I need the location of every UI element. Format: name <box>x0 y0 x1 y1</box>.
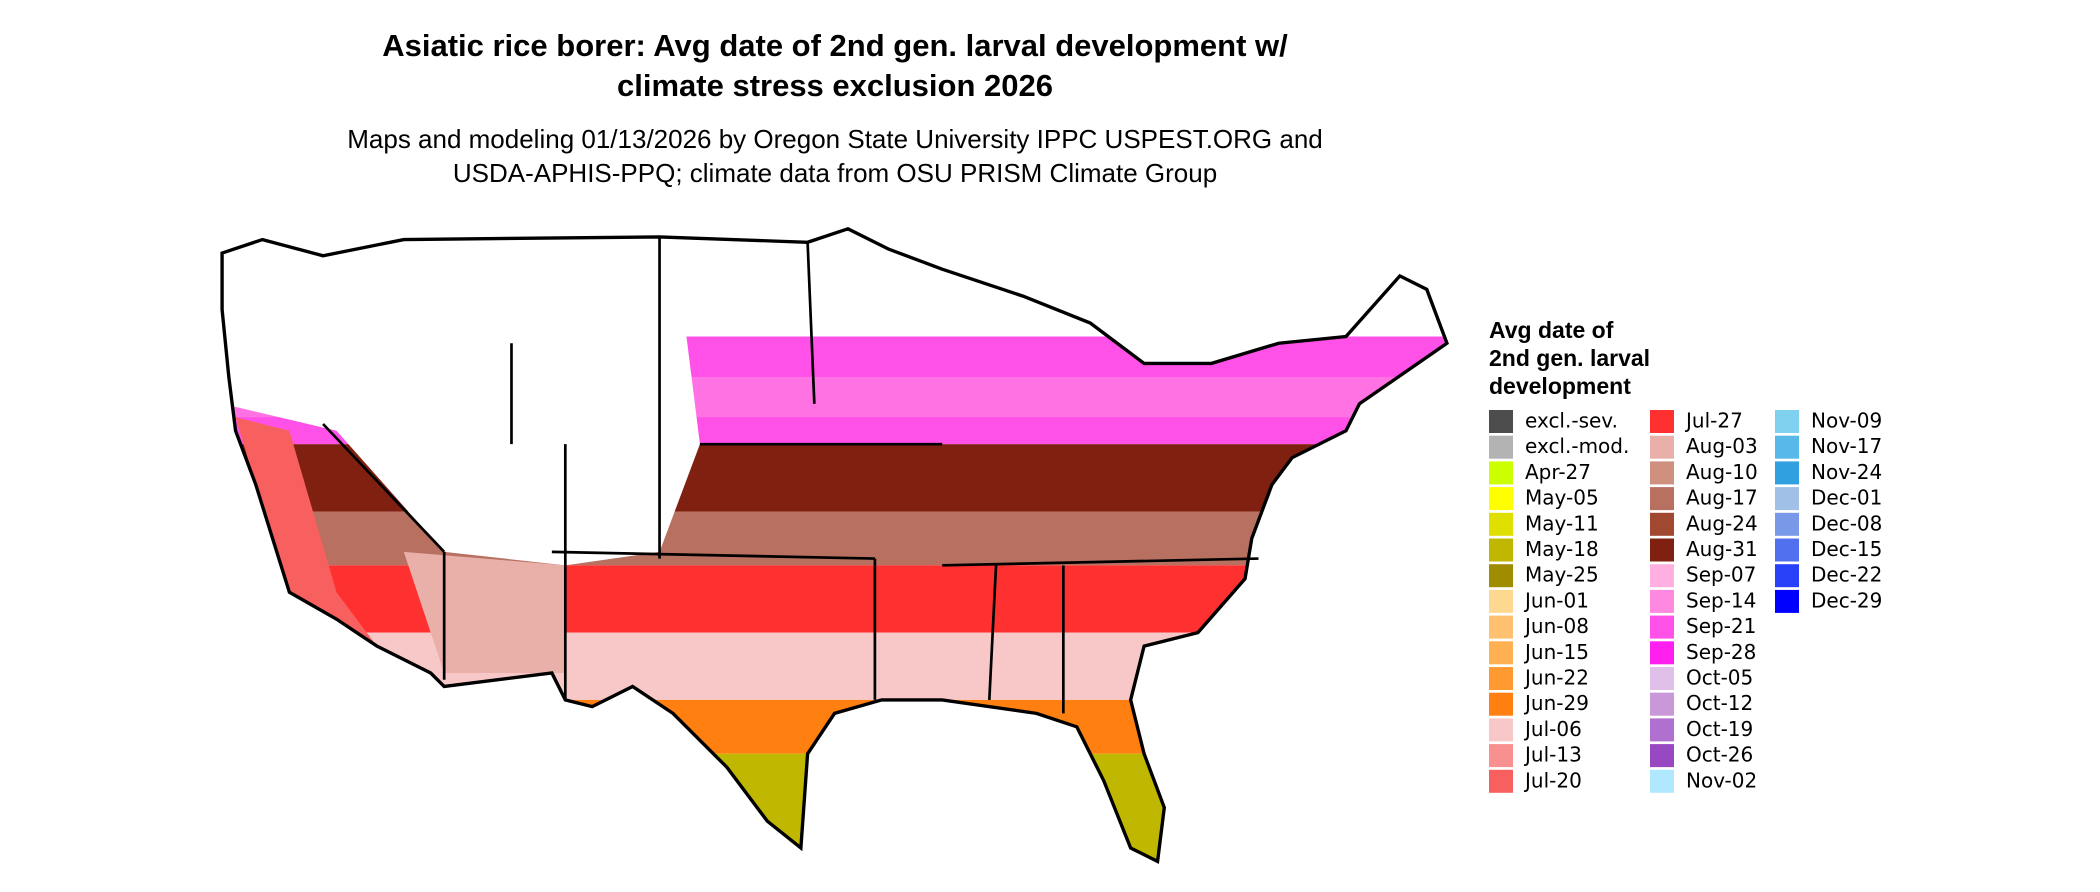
title: Asiatic rice borer: Avg date of 2nd gen.… <box>382 28 1288 63</box>
legend-label: Aug-24 <box>1686 511 1758 535</box>
legend-swatch <box>1489 564 1513 588</box>
legend-label: Sep-14 <box>1686 588 1756 612</box>
legend-label: May-25 <box>1525 563 1599 587</box>
legend-swatch <box>1650 744 1674 768</box>
legend-swatch <box>1650 564 1674 588</box>
legend-swatch <box>1650 718 1674 742</box>
legend-swatch <box>1775 410 1799 433</box>
legend-swatch <box>1489 744 1513 768</box>
legend-swatch <box>1489 718 1513 742</box>
legend-title: Avg date of <box>1489 317 1614 343</box>
legend-swatch <box>1650 461 1674 485</box>
legend-label: Dec-22 <box>1811 563 1882 587</box>
legend-label: excl.-mod. <box>1525 434 1629 458</box>
legend-swatch <box>1650 435 1674 459</box>
legend-label: Oct-12 <box>1686 691 1753 715</box>
us-map <box>220 227 1449 865</box>
legend-label: Jun-15 <box>1523 640 1589 664</box>
legend-label: Nov-17 <box>1811 434 1882 458</box>
legend-label: Oct-19 <box>1686 717 1753 741</box>
legend-swatch <box>1489 769 1513 793</box>
legend-label: Aug-03 <box>1686 434 1758 458</box>
legend-swatch <box>1650 641 1674 665</box>
legend-label: Aug-31 <box>1686 537 1758 561</box>
legend-label: Oct-05 <box>1686 666 1753 690</box>
legend-swatch <box>1775 435 1799 459</box>
legend-swatch <box>1489 487 1513 511</box>
header: Asiatic rice borer: Avg date of 2nd gen.… <box>347 28 1323 188</box>
legend-label: Nov-09 <box>1811 409 1882 433</box>
legend-swatch <box>1775 461 1799 485</box>
legend-swatch <box>1650 538 1674 562</box>
legend-label: May-18 <box>1525 537 1599 561</box>
legend-label: Dec-01 <box>1811 486 1882 510</box>
legend-swatch <box>1489 589 1513 613</box>
legend-label: Apr-27 <box>1525 460 1591 484</box>
legend-swatch <box>1775 538 1799 562</box>
legend-label: Jul-27 <box>1684 409 1743 433</box>
legend-swatch <box>1489 538 1513 562</box>
legend-swatch <box>1489 435 1513 459</box>
legend-title: development <box>1489 373 1631 399</box>
legend-swatch <box>1489 692 1513 716</box>
legend-swatch <box>1650 769 1674 793</box>
legend-label: Aug-10 <box>1686 460 1758 484</box>
subtitle: USDA-APHIS-PPQ; climate data from OSU PR… <box>453 158 1217 188</box>
legend-swatch <box>1650 512 1674 536</box>
legend-label: Dec-29 <box>1811 588 1882 612</box>
legend-label: Jun-22 <box>1523 666 1589 690</box>
legend-swatch <box>1650 589 1674 613</box>
legend-swatch <box>1775 487 1799 511</box>
legend-swatch <box>1650 410 1674 433</box>
title: climate stress exclusion 2026 <box>617 68 1053 103</box>
legend-label: Jul-13 <box>1523 743 1582 767</box>
legend-label: Aug-17 <box>1686 486 1758 510</box>
legend-swatch <box>1775 589 1799 613</box>
legend-label: Sep-28 <box>1686 640 1756 664</box>
legend-swatch <box>1650 487 1674 511</box>
legend-label: excl.-sev. <box>1525 409 1618 433</box>
legend-label: Jun-29 <box>1523 691 1589 715</box>
legend-swatch <box>1489 512 1513 536</box>
legend-label: May-11 <box>1525 511 1599 535</box>
legend-swatch <box>1650 667 1674 690</box>
legend-label: Sep-21 <box>1686 614 1756 638</box>
legend-swatch <box>1489 410 1513 433</box>
legend-swatch <box>1650 615 1674 639</box>
legend-label: Sep-07 <box>1686 563 1756 587</box>
subtitle: Maps and modeling 01/13/2026 by Oregon S… <box>347 124 1323 154</box>
legend-swatch <box>1650 692 1674 716</box>
legend-swatch <box>1775 564 1799 588</box>
legend-label: Jul-20 <box>1523 768 1582 792</box>
legend-swatch <box>1489 461 1513 485</box>
legend-label: Jun-01 <box>1523 588 1589 612</box>
legend-label: Dec-15 <box>1811 537 1882 561</box>
legend-label: Nov-24 <box>1811 460 1882 484</box>
legend-label: Dec-08 <box>1811 511 1882 535</box>
legend-label: Oct-26 <box>1686 743 1753 767</box>
legend-title: 2nd gen. larval <box>1489 345 1650 371</box>
legend-swatch <box>1489 615 1513 639</box>
legend-label: Jun-08 <box>1523 614 1589 638</box>
legend-swatch <box>1489 641 1513 665</box>
legend-label: Jul-06 <box>1523 717 1582 741</box>
legend-swatch <box>1775 512 1799 536</box>
legend-label: May-05 <box>1525 486 1599 510</box>
legend-swatch <box>1489 667 1513 690</box>
legend-label: Nov-02 <box>1686 768 1757 792</box>
